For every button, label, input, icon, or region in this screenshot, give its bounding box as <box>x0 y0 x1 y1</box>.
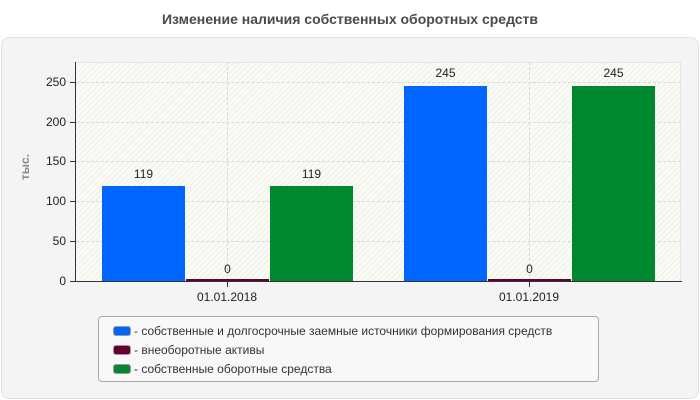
bar-2018-sources <box>102 186 185 281</box>
gridline-150 <box>76 161 681 162</box>
bar-2018-working-capital <box>270 186 353 281</box>
x-tick-label: 01.01.2019 <box>498 290 560 304</box>
value-label: 245 <box>435 66 456 80</box>
y-tick <box>70 201 75 202</box>
x-tick <box>227 282 228 287</box>
y-tick <box>70 161 75 162</box>
value-label: 0 <box>526 262 533 276</box>
x-tick-label: 01.01.2018 <box>196 290 258 304</box>
y-tick <box>70 122 75 123</box>
y-axis <box>75 62 76 282</box>
y-tick <box>70 82 75 83</box>
value-label: 0 <box>224 262 231 276</box>
bar-2018-noncurrent-assets <box>186 279 269 281</box>
legend-swatch-blue <box>113 326 131 336</box>
y-tick-label: 150 <box>45 154 66 168</box>
x-tick <box>529 282 530 287</box>
y-tick-label: 50 <box>52 234 66 248</box>
legend-label: - внеоборотные активы <box>134 343 265 357</box>
legend-swatch-maroon <box>113 345 131 355</box>
gridline-x-2019 <box>529 62 530 281</box>
y-tick-label: 250 <box>45 75 66 89</box>
y-tick <box>70 281 75 282</box>
legend-label: - собственные оборотные средства <box>134 362 332 376</box>
bar-2019-noncurrent-assets <box>488 279 571 281</box>
bar-2019-working-capital <box>572 86 655 281</box>
value-label: 119 <box>133 167 154 181</box>
gridline-x-2018 <box>227 62 228 281</box>
legend-item-noncurrent-assets: - внеоборотные активы <box>113 342 264 358</box>
y-tick-label: 200 <box>45 115 66 129</box>
value-label: 119 <box>301 167 322 181</box>
chart-legend: - собственные и долгосрочные заемные ист… <box>98 316 599 382</box>
legend-label: - собственные и долгосрочные заемные ист… <box>134 324 553 338</box>
gridline-100 <box>76 201 681 202</box>
y-tick <box>70 241 75 242</box>
gridline-50 <box>76 241 681 242</box>
value-label: 245 <box>603 66 624 80</box>
gridline-250 <box>76 82 681 83</box>
y-tick-label: 0 <box>59 274 66 288</box>
x-axis <box>75 281 682 282</box>
bar-2019-sources <box>404 86 487 281</box>
legend-item-working-capital: - собственные оборотные средства <box>113 361 332 377</box>
legend-swatch-green <box>113 364 131 374</box>
y-tick-label: 100 <box>45 194 66 208</box>
y-axis-title: тыс. <box>18 153 32 181</box>
gridline-200 <box>76 122 681 123</box>
legend-item-sources: - собственные и долгосрочные заемные ист… <box>113 323 552 339</box>
chart-title: Изменение наличия собственных оборотных … <box>161 11 539 27</box>
